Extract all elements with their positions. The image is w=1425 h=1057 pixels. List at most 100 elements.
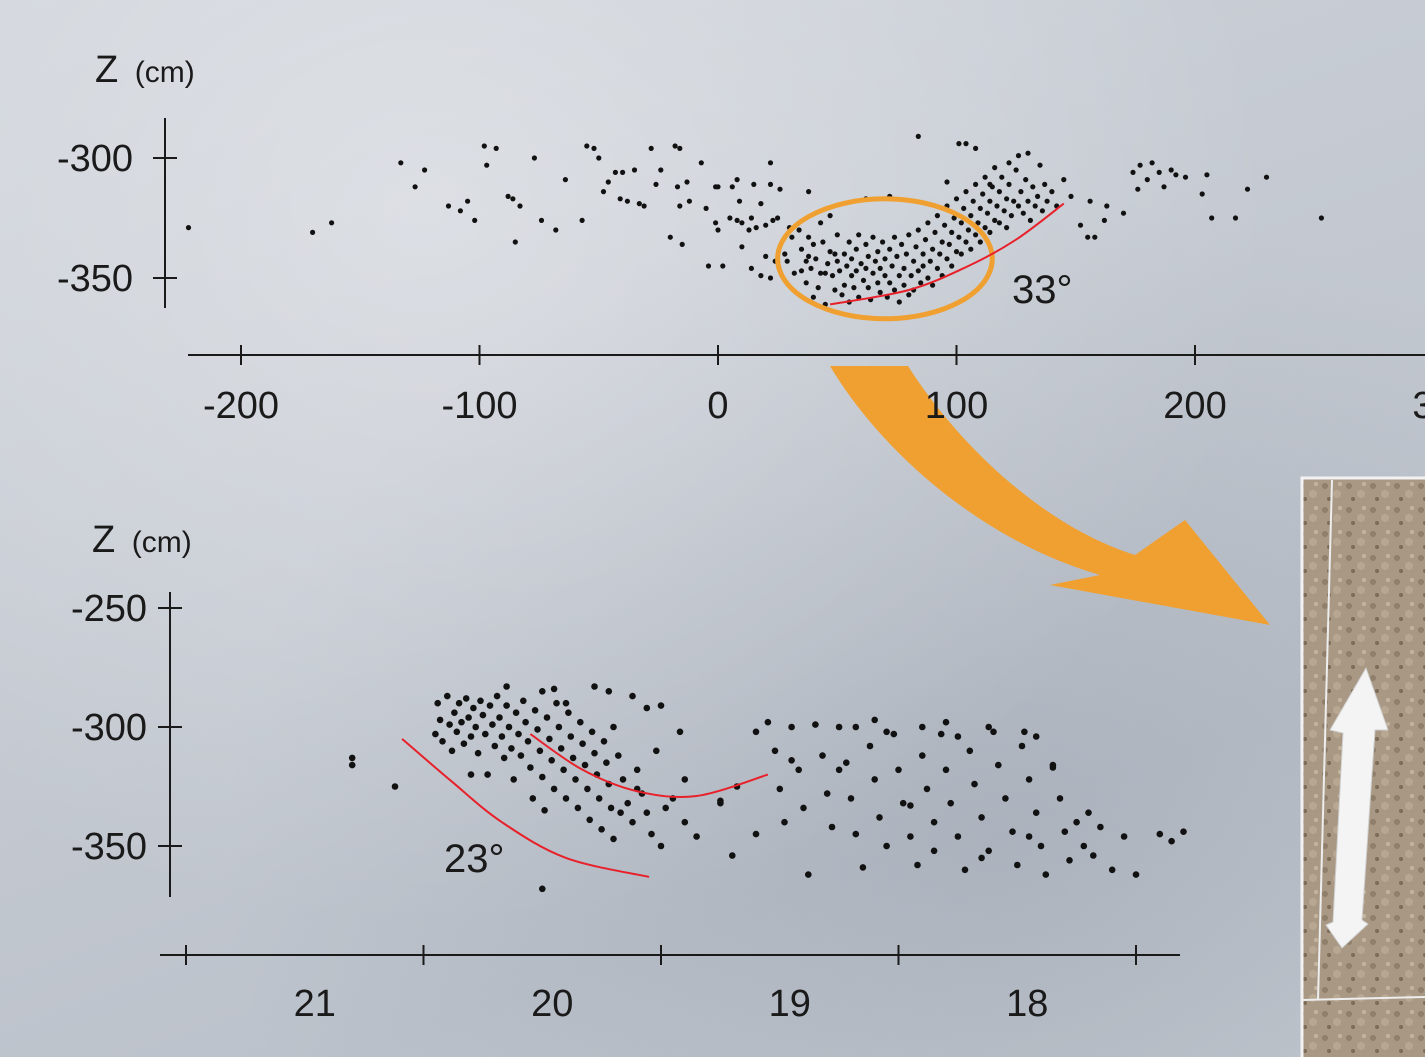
- top-data-point: [472, 218, 477, 223]
- top-data-point: [971, 199, 976, 204]
- top-data-point: [1102, 218, 1107, 223]
- top-data-point: [1006, 160, 1011, 165]
- bottom-data-point: [349, 755, 356, 762]
- top-data-point: [637, 201, 642, 206]
- top-data-point: [835, 259, 840, 264]
- bottom-data-point: [617, 809, 624, 816]
- top-data-point: [749, 266, 754, 271]
- bottom-data-point: [482, 731, 489, 738]
- top-data-point: [909, 273, 914, 278]
- top-data-point: [892, 235, 897, 240]
- bottom-z-label: Z (cm): [92, 519, 192, 561]
- top-x-tick-label: 200: [1163, 385, 1226, 427]
- top-data-point: [875, 249, 880, 254]
- bottom-data-point: [570, 755, 577, 762]
- bottom-data-point: [472, 724, 479, 731]
- top-x-tick-label: -200: [203, 385, 279, 427]
- top-data-point: [987, 182, 992, 187]
- top-angle-label: 33°: [1012, 268, 1073, 312]
- bottom-data-point: [568, 733, 575, 740]
- bottom-data-point: [871, 776, 878, 783]
- top-data-point: [1145, 177, 1150, 182]
- bottom-data-point: [843, 759, 850, 766]
- top-data-point: [887, 280, 892, 285]
- bottom-data-point: [499, 733, 506, 740]
- top-data-point: [882, 273, 887, 278]
- top-data-point: [329, 220, 334, 225]
- top-data-point: [758, 201, 763, 206]
- top-data-point: [713, 220, 718, 225]
- top-data-point: [458, 208, 463, 213]
- bottom-data-point: [693, 833, 700, 840]
- top-data-point: [782, 251, 787, 256]
- bottom-data-point: [477, 698, 484, 705]
- top-data-point: [1033, 203, 1038, 208]
- top-x-tick-label: -100: [441, 385, 517, 427]
- top-data-point: [730, 184, 735, 189]
- top-data-point: [618, 196, 623, 201]
- top-data-point: [737, 199, 742, 204]
- top-data-point: [901, 283, 906, 288]
- top-data-point: [913, 244, 918, 249]
- bottom-x-tick-label: 19: [769, 983, 811, 1025]
- bottom-data-point: [572, 776, 579, 783]
- bottom-data-point: [586, 817, 593, 824]
- top-data-point: [849, 273, 854, 278]
- top-data-point: [811, 295, 816, 300]
- bottom-data-point: [1168, 838, 1175, 845]
- top-data-point: [763, 254, 768, 259]
- top-data-point: [828, 249, 833, 254]
- top-data-point: [816, 285, 821, 290]
- top-data-point: [563, 177, 568, 182]
- top-data-point: [897, 299, 902, 304]
- top-data-point: [775, 215, 780, 220]
- top-data-point: [949, 263, 954, 268]
- bottom-data-point: [805, 871, 812, 878]
- bottom-data-point: [629, 819, 636, 826]
- top-data-point: [839, 292, 844, 297]
- photo-inset: [1302, 478, 1425, 1057]
- bottom-data-point: [781, 819, 788, 826]
- bottom-data-point: [598, 826, 605, 833]
- bottom-data-point: [484, 771, 491, 778]
- bottom-data-point: [1038, 843, 1045, 850]
- top-data-point: [1040, 208, 1045, 213]
- bottom-data-point: [463, 695, 470, 702]
- top-data-point: [677, 146, 682, 151]
- bottom-data-point: [525, 738, 532, 745]
- top-data-point: [1130, 170, 1135, 175]
- top-data-point: [878, 290, 883, 295]
- bottom-data-point: [860, 864, 867, 871]
- top-data-point: [398, 160, 403, 165]
- bottom-data-point: [895, 767, 902, 774]
- bottom-data-point: [470, 705, 477, 712]
- top-data-point: [923, 237, 928, 242]
- top-data-point: [1245, 187, 1250, 192]
- bottom-data-point: [532, 707, 539, 714]
- top-data-point: [954, 196, 959, 201]
- top-data-point: [677, 203, 682, 208]
- bottom-data-point: [919, 752, 926, 759]
- top-data-point: [916, 134, 921, 139]
- bottom-data-point: [682, 819, 689, 826]
- bottom-data-point: [432, 731, 439, 738]
- top-data-point: [584, 143, 589, 148]
- bottom-data-point: [900, 800, 907, 807]
- top-data-point: [835, 232, 840, 237]
- top-data-point: [906, 292, 911, 297]
- bottom-data-point: [575, 805, 582, 812]
- top-data-point: [642, 203, 647, 208]
- bottom-data-point: [454, 729, 461, 736]
- top-data-point: [854, 247, 859, 252]
- top-data-point: [997, 189, 1002, 194]
- top-data-point: [983, 175, 988, 180]
- bottom-data-point: [1026, 833, 1033, 840]
- bottom-data-point: [1050, 764, 1057, 771]
- top-data-point: [820, 239, 825, 244]
- bottom-data-point: [563, 700, 570, 707]
- top-data-point: [768, 160, 773, 165]
- top-data-point: [937, 251, 942, 256]
- bottom-data-point: [434, 700, 441, 707]
- top-data-point: [873, 259, 878, 264]
- bottom-data-point: [629, 693, 636, 700]
